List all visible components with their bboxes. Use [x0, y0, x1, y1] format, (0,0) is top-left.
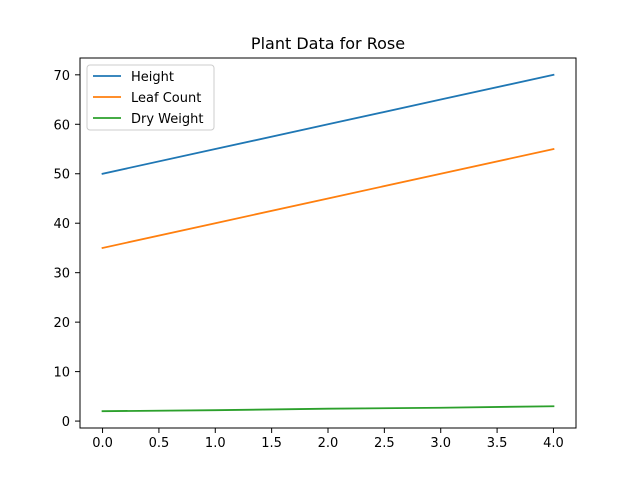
x-axis-ticks: 0.0 0.5 1.0 1.5 2.0 2.5 3.0 3.5 4.0	[92, 428, 564, 451]
x-tick-label: 1.0	[205, 436, 226, 451]
x-tick-label: 3.5	[487, 436, 508, 451]
chart-title: Plant Data for Rose	[251, 34, 405, 53]
series-line-height	[101, 73, 555, 175]
x-tick-label: 0.0	[92, 436, 113, 451]
y-tick-label: 20	[53, 316, 70, 331]
legend-label-dry-weight: Dry Weight	[131, 112, 203, 127]
x-tick-label: 0.5	[149, 436, 170, 451]
legend-box	[86, 64, 215, 131]
legend: Height Leaf Count Dry Weight	[86, 64, 215, 131]
x-tick-label: 3.0	[430, 436, 451, 451]
x-tick-label: 2.5	[374, 436, 395, 451]
legend-label-height: Height	[131, 70, 174, 85]
y-tick-label: 40	[53, 217, 70, 232]
series-lines	[101, 73, 555, 413]
y-tick-label: 70	[53, 69, 70, 84]
y-tick-label: 10	[53, 366, 70, 381]
legend-label-leaf-count: Leaf Count	[131, 91, 201, 106]
x-tick-label: 4.0	[543, 436, 564, 451]
series-line-dry-weight	[101, 405, 555, 413]
y-axis-ticks: 0 10 20 30 40 50 60 70	[53, 69, 80, 430]
y-tick-label: 60	[53, 118, 70, 133]
y-tick-label: 0	[62, 415, 70, 430]
series-line-leaf-count	[101, 147, 555, 250]
y-tick-label: 30	[53, 267, 70, 282]
y-tick-label: 50	[53, 168, 70, 183]
plot-area-frame	[79, 57, 577, 429]
x-tick-label: 2.0	[318, 436, 339, 451]
x-tick-label: 1.5	[261, 436, 282, 451]
